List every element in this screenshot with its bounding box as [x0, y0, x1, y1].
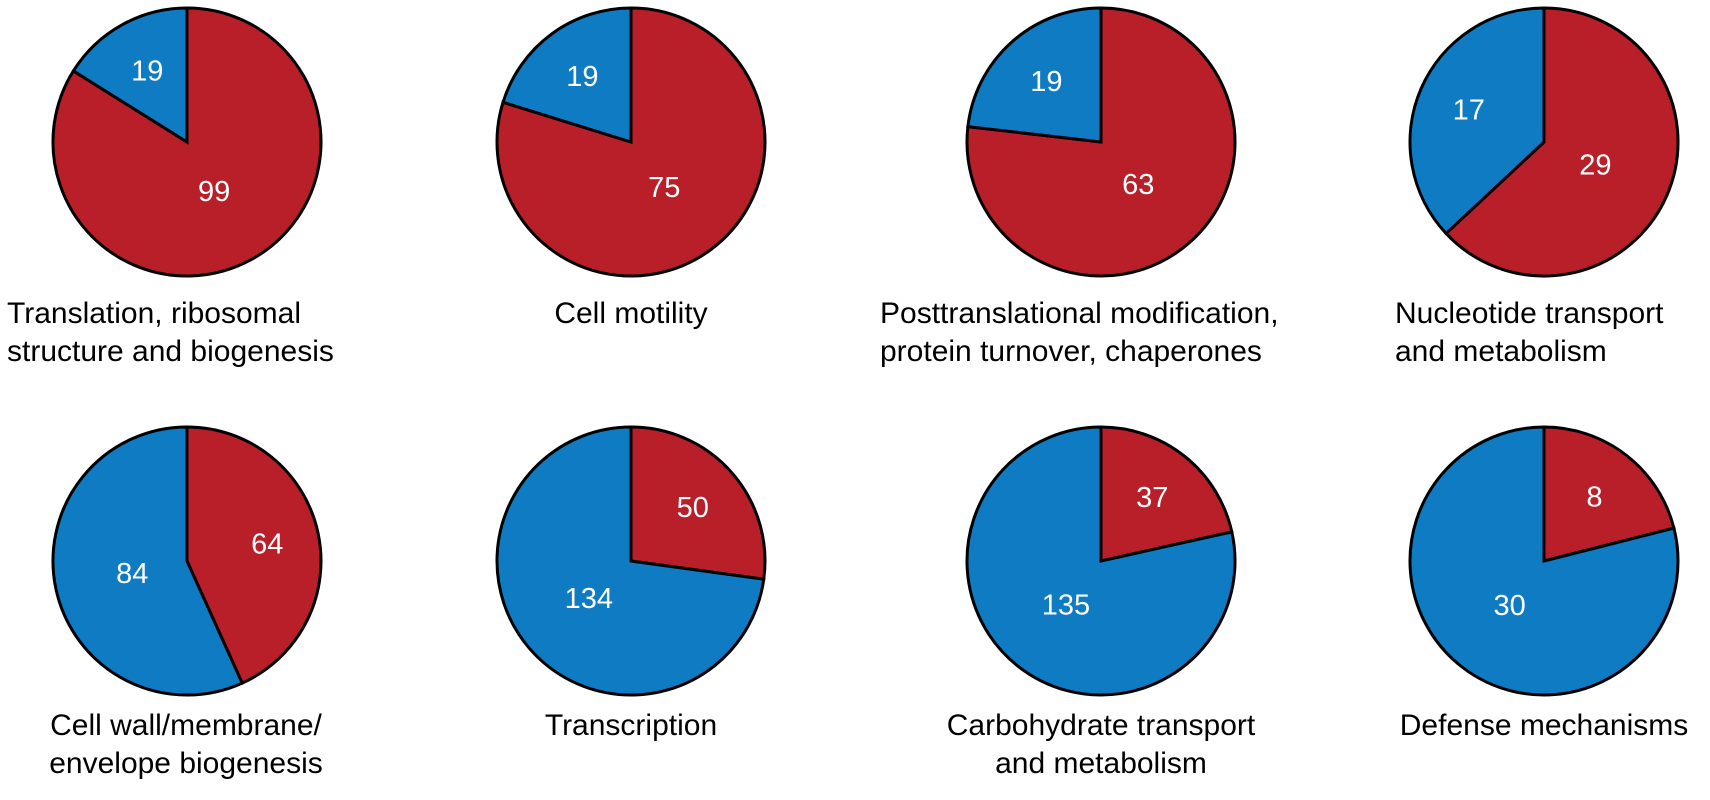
pie-slice-blue	[51, 425, 245, 697]
pie-slice-red	[629, 425, 767, 581]
pie-title-line: Cell wall/membrane/	[50, 709, 322, 742]
pie-chart-3: 63 19 Posttranslational modification, prote…	[880, 6, 1279, 368]
slice-value-label: 64	[251, 529, 283, 561]
slice-value-label: 8	[1586, 481, 1602, 513]
pie-slice-red	[185, 425, 323, 686]
pie-slice-blue	[495, 425, 766, 697]
slice-value-label: 134	[565, 583, 613, 615]
pie-chart-4: 29 17 Nucleotide transport and metabolism	[1395, 6, 1680, 368]
pie-title-line: Transcription	[545, 709, 717, 742]
pie-chart-1: 99 19 Translation, ribosomal structure and …	[7, 6, 334, 368]
slice-value-label: 135	[1042, 590, 1090, 622]
pie-slice-blue	[1408, 6, 1546, 236]
pie-chart-7: 37 135 Carbohydrate transport and metabolis…	[947, 425, 1256, 780]
pie-title-line: Nucleotide transport	[1395, 297, 1664, 330]
pie-slice-red	[1443, 6, 1680, 278]
pie-chart-8: 8 30 Defense mechanisms	[1400, 425, 1688, 742]
slice-value-label: 37	[1136, 482, 1168, 514]
pie-slice-blue	[966, 6, 1103, 144]
slice-value-label: 50	[677, 492, 709, 524]
slice-value-label: 99	[198, 176, 230, 208]
pie-slice-blue	[965, 425, 1237, 697]
slice-value-label: 75	[648, 172, 680, 204]
pie-slice-blue	[501, 6, 633, 145]
pie-slice-red	[1542, 425, 1676, 563]
pie-title-line: Defense mechanisms	[1400, 709, 1688, 742]
pie-title-line: and metabolism	[995, 747, 1207, 780]
pie-slice-blue	[71, 6, 189, 145]
pie-slice-red	[51, 6, 323, 278]
slice-value-label: 30	[1493, 590, 1525, 622]
pie-title-line: Cell motility	[554, 297, 707, 330]
slice-value-label: 63	[1122, 169, 1154, 201]
pie-title-line: structure and biogenesis	[7, 335, 334, 368]
pie-slice-red	[1099, 425, 1234, 563]
pie-title-line: protein turnover, chaperones	[880, 335, 1262, 368]
pie-chart-5: 64 84 Cell wall/membrane/envelope biogenes…	[49, 425, 323, 780]
slice-value-label: 19	[1030, 66, 1062, 98]
pie-title-line: Carbohydrate transport	[947, 709, 1256, 742]
pie-title-line: and metabolism	[1395, 335, 1607, 368]
slice-value-label: 84	[116, 558, 148, 590]
slice-value-label: 29	[1579, 149, 1611, 181]
pie-slice-blue	[1408, 425, 1680, 697]
pie-title-line: Translation, ribosomal	[7, 297, 301, 330]
pie-chart-6: 50 134 Transcription	[495, 425, 767, 742]
slice-value-label: 19	[566, 61, 598, 93]
pie-chart-2: 75 19 Cell motility	[495, 6, 767, 330]
slice-value-label: 17	[1453, 94, 1485, 126]
slice-value-label: 19	[131, 55, 163, 87]
pie-title-line: envelope biogenesis	[49, 747, 323, 780]
pie-title-line: Posttranslational modification,	[880, 297, 1279, 330]
